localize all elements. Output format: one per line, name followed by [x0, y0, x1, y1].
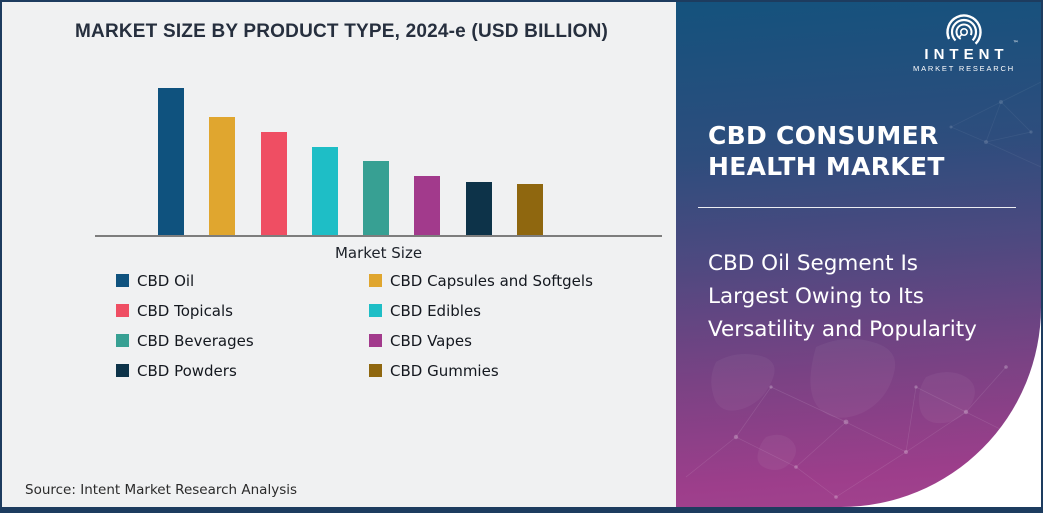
legend-label-cbd-topicals: CBD Topicals [137, 301, 233, 320]
legend-swatch-cbd-topicals [116, 304, 129, 317]
brand-subtitle: MARKET RESEARCH [913, 64, 1015, 73]
legend-swatch-cbd-edibles [369, 304, 382, 317]
panel-divider [698, 207, 1016, 208]
panel-description: CBD Oil Segment Is Largest Owing to Its … [708, 251, 977, 342]
legend-swatch-cbd-capsules-and-softgels [369, 274, 382, 287]
legend-swatch-cbd-vapes [369, 334, 382, 347]
x-axis-line [95, 235, 662, 237]
legend-label-cbd-gummies: CBD Gummies [390, 361, 499, 380]
bar-cbd-topicals [260, 132, 287, 235]
brand-trademark: ™ [1012, 40, 1019, 47]
bar-cbd-powders [465, 182, 492, 235]
legend-label-cbd-edibles: CBD Edibles [390, 301, 481, 320]
bar-cbd-gummies [516, 184, 543, 235]
legend-item-cbd-oil: CBD Oil [116, 270, 369, 291]
legend-item-cbd-gummies: CBD Gummies [369, 360, 593, 381]
legend-label-cbd-oil: CBD Oil [137, 271, 195, 290]
legend-swatch-cbd-beverages [116, 334, 129, 347]
bar-cbd-edibles [311, 147, 338, 235]
brand-name: INTENT [924, 46, 1009, 63]
world-map-network-pattern-icon [685, 338, 1027, 499]
bar-cbd-vapes [414, 176, 441, 235]
brand-panel: INTENT ™ MARKET RESEARCH CBD CONSUMER HE… [676, 2, 1041, 507]
legend-label-cbd-powders: CBD Powders [137, 361, 237, 380]
legend-item-cbd-capsules-and-softgels: CBD Capsules and Softgels [369, 270, 593, 291]
legend-swatch-cbd-powders [116, 364, 129, 377]
legend-label-cbd-vapes: CBD Vapes [390, 331, 472, 350]
legend-swatch-cbd-gummies [369, 364, 382, 377]
chart-section: MARKET SIZE BY PRODUCT TYPE, 2024-e (USD… [2, 2, 676, 507]
legend-swatch-cbd-oil [116, 274, 129, 287]
legend-label-cbd-capsules-and-softgels: CBD Capsules and Softgels [390, 271, 593, 290]
chart-title: MARKET SIZE BY PRODUCT TYPE, 2024-e (USD… [75, 21, 609, 42]
legend: CBD Oil CBD Capsules and Softgels CBD Topi… [116, 270, 593, 381]
bar-cbd-oil [158, 88, 184, 235]
legend-item-cbd-powders: CBD Powders [116, 360, 369, 381]
intent-logo-icon [946, 14, 982, 48]
legend-item-cbd-edibles: CBD Edibles [369, 300, 593, 321]
bar-cbd-capsules-and-softgels [209, 117, 236, 235]
bars-row [158, 88, 543, 235]
intent-logo: INTENT ™ MARKET RESEARCH [897, 8, 1031, 73]
legend-item-cbd-beverages: CBD Beverages [116, 330, 369, 351]
source-note: Source: Intent Market Research Analysis [25, 482, 298, 498]
x-axis-label: Market Size [334, 244, 423, 262]
legend-label-cbd-beverages: CBD Beverages [137, 331, 254, 350]
brand-panel-wrap: INTENT ™ MARKET RESEARCH CBD CONSUMER HE… [676, 2, 1041, 507]
legend-item-cbd-vapes: CBD Vapes [369, 330, 593, 351]
panel-heading: CBD CONSUMER HEALTH MARKET [708, 121, 945, 181]
legend-item-cbd-topicals: CBD Topicals [116, 300, 369, 321]
bar-cbd-beverages [363, 161, 390, 235]
